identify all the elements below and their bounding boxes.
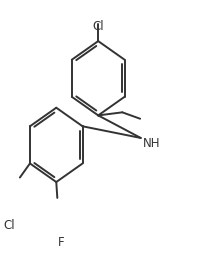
- Text: F: F: [58, 236, 65, 249]
- Text: Cl: Cl: [3, 219, 15, 232]
- Text: NH: NH: [143, 137, 161, 150]
- Text: Cl: Cl: [92, 20, 104, 33]
